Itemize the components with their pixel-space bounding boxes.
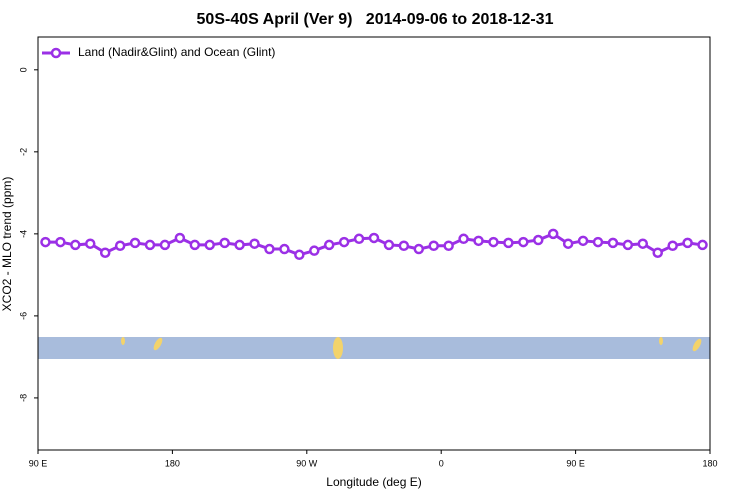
point	[323, 239, 335, 251]
point	[174, 232, 186, 244]
point	[667, 240, 678, 252]
point	[697, 239, 708, 251]
point	[353, 233, 365, 245]
point	[607, 237, 619, 249]
point	[114, 240, 126, 252]
point	[547, 228, 559, 240]
y-tick-label: -8	[18, 394, 28, 402]
legend-text: Land (Nadir&Glint) and Ocean (Glint)	[78, 45, 275, 59]
point	[413, 243, 425, 255]
point	[279, 243, 290, 255]
point	[309, 245, 320, 256]
point	[473, 235, 484, 247]
x-tick-label: 180	[702, 458, 717, 468]
x-tick-label: 0	[439, 458, 444, 468]
point	[234, 239, 245, 251]
x-tick-label: 90 E	[29, 458, 48, 468]
point	[159, 239, 171, 251]
x-axis-label: Longitude (deg E)	[326, 475, 421, 489]
point	[99, 247, 111, 258]
point	[249, 238, 260, 249]
point	[398, 240, 410, 252]
x-tick-label: 90 W	[296, 458, 318, 468]
point	[637, 238, 649, 249]
point	[294, 249, 305, 261]
x-tick-label: 180	[165, 458, 180, 468]
point	[622, 239, 634, 251]
point	[189, 239, 201, 251]
point	[383, 239, 395, 251]
y-tick-label: -2	[18, 148, 28, 156]
point	[458, 233, 469, 245]
point	[682, 237, 693, 249]
land-patches	[121, 337, 702, 359]
point	[219, 237, 230, 249]
point	[503, 237, 514, 249]
y-tick-label: -4	[18, 230, 28, 238]
y-axis-label: XCO2 - MLO trend (ppm)	[0, 177, 14, 312]
point	[85, 238, 96, 249]
point	[518, 236, 529, 248]
x-tick-label: 90 E	[566, 458, 585, 468]
point	[577, 235, 589, 247]
point	[488, 236, 499, 248]
point	[70, 239, 81, 251]
point	[428, 240, 439, 252]
point	[562, 238, 574, 249]
map-strip	[38, 337, 710, 359]
point	[368, 232, 380, 244]
y-tick-label: -6	[18, 312, 28, 320]
point	[55, 236, 66, 248]
point	[144, 239, 156, 251]
point	[338, 236, 350, 248]
legend-marker	[50, 47, 62, 59]
point	[204, 239, 215, 251]
point	[592, 236, 604, 248]
point	[533, 234, 544, 246]
y-tick-label: 0	[18, 67, 28, 72]
point	[129, 237, 141, 249]
point	[40, 236, 51, 248]
plot-frame	[37, 36, 711, 451]
chart-title: 50S-40S April (Ver 9) 2014-09-06 to 2018…	[197, 11, 554, 28]
point	[264, 243, 275, 255]
point	[443, 240, 454, 252]
point	[652, 247, 663, 258]
